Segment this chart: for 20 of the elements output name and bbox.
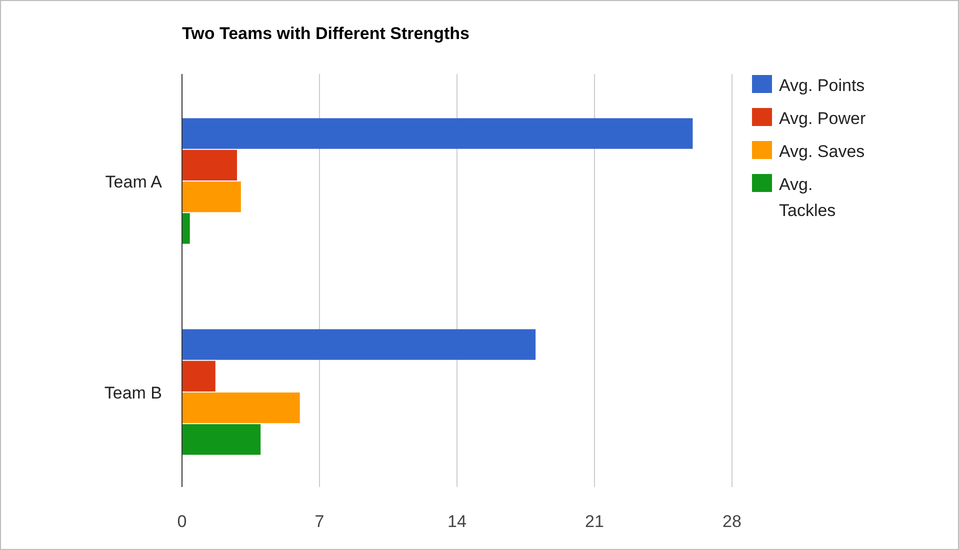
y-tick-label: Team A (105, 172, 163, 192)
x-tick-label: 21 (585, 512, 604, 531)
legend-label: Avg. Power (779, 109, 866, 128)
x-tick-label: 28 (722, 512, 742, 531)
bar (182, 213, 190, 244)
bar (182, 392, 300, 424)
x-tick-label: 7 (314, 512, 324, 531)
bar (182, 150, 237, 180)
y-tick-label: Team B (104, 384, 162, 402)
legend-label: Avg. Saves (779, 142, 865, 161)
x-tick-label: 14 (448, 512, 466, 531)
legend-label: Avg. Tackles (779, 175, 836, 220)
bar (182, 360, 216, 392)
bar (182, 424, 261, 455)
bar (182, 329, 536, 360)
legend-label: Avg. Points (779, 76, 865, 95)
bar (182, 182, 241, 212)
x-tick-label: 0 (177, 512, 187, 531)
chart-title: Two Teams with Different Strengths (182, 24, 470, 43)
bar (182, 118, 693, 149)
